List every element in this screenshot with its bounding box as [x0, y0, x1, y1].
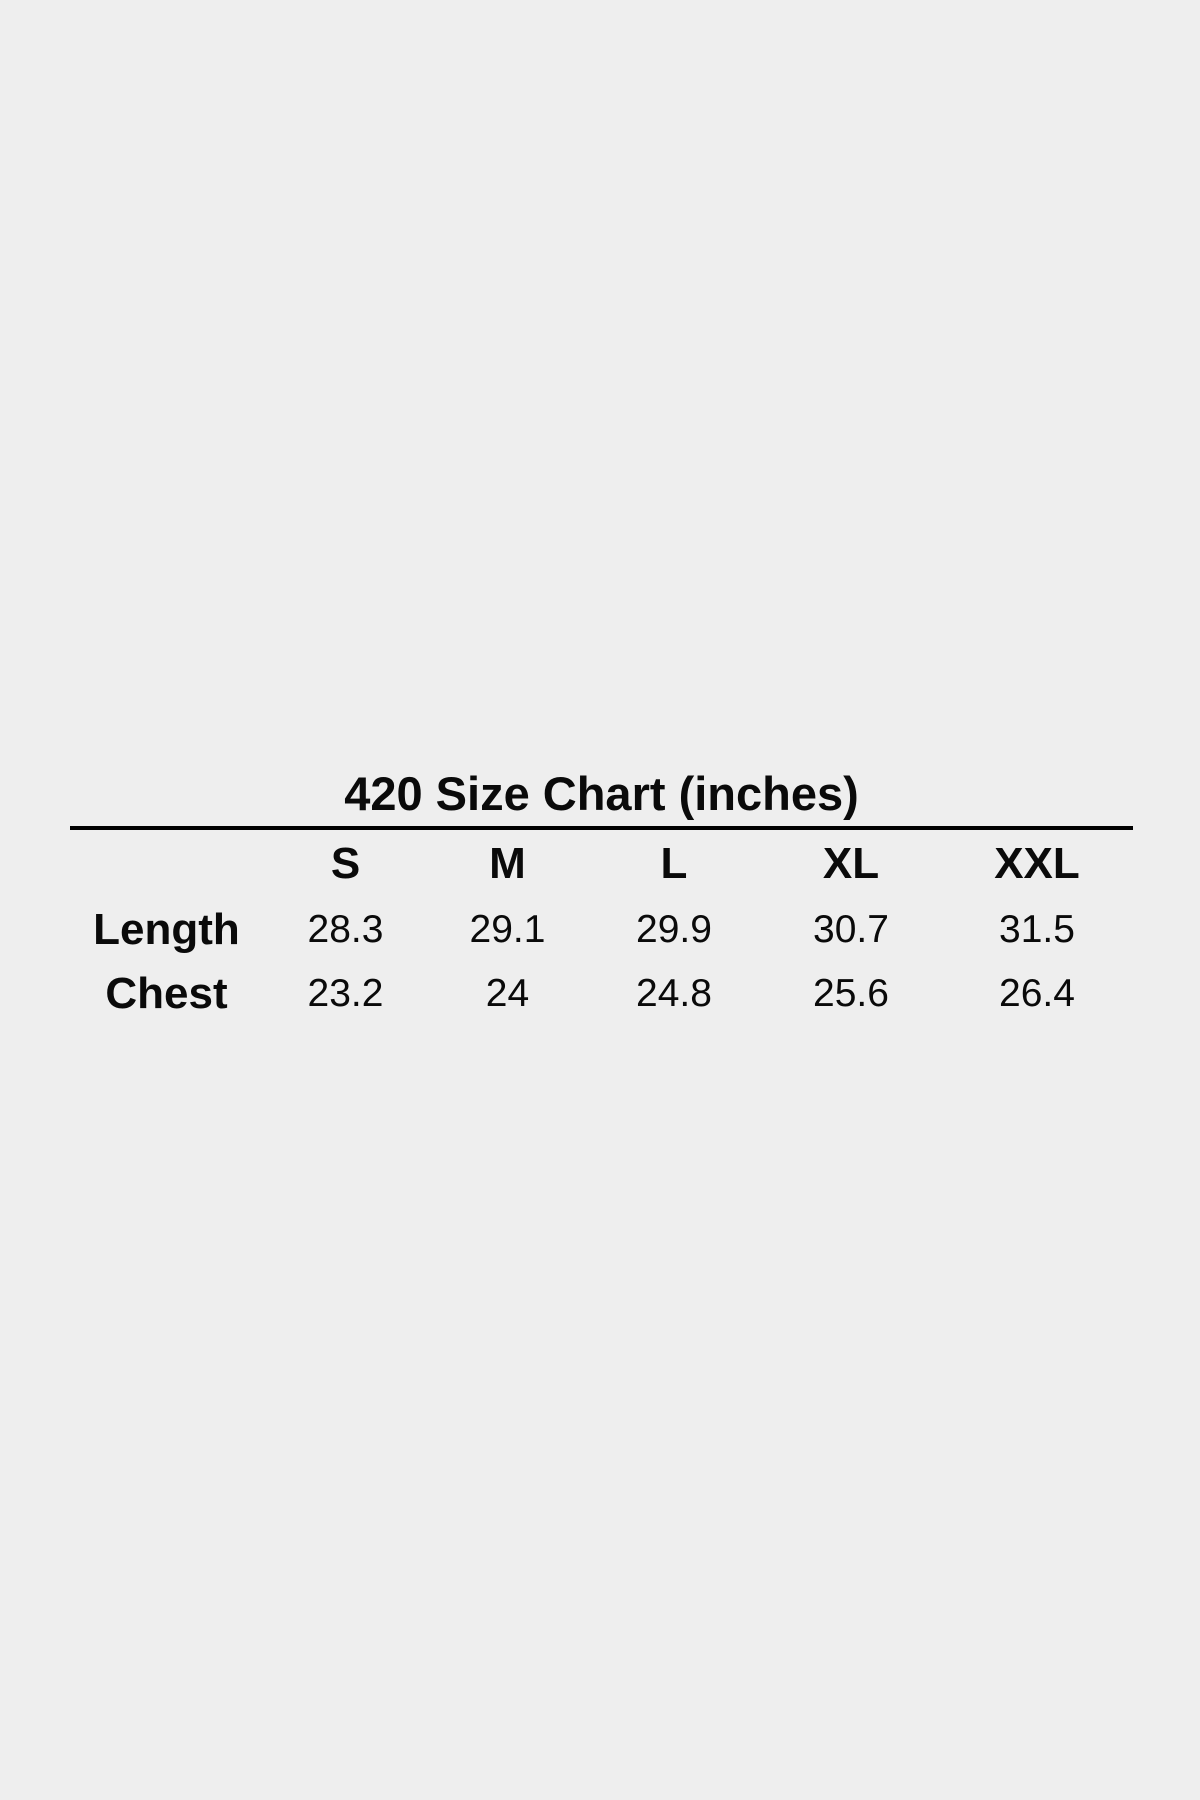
column-header-m: M [489, 839, 526, 888]
length-value-xl: 30.7 [813, 908, 889, 951]
chest-value-s: 23.2 [307, 972, 384, 1015]
size-chart-title: 420 Size Chart (inches) [70, 768, 1133, 830]
row-label-chest: Chest [105, 969, 228, 1018]
chest-value-l: 24.8 [636, 972, 712, 1015]
column-header-xxl: XXL [994, 839, 1080, 888]
size-chart: 420 Size Chart (inches) S M L XL XXL Len… [70, 768, 1133, 1026]
size-chart-table: S M L XL XXL Length 28.3 29.1 29.9 30.7 … [70, 830, 1133, 1026]
column-header-s: S [330, 839, 361, 888]
chest-value-xxl: 26.4 [999, 972, 1075, 1015]
length-value-m: 29.1 [469, 908, 546, 951]
row-label-length: Length [93, 905, 240, 954]
column-header-l: L [660, 839, 688, 888]
table-row-length: Length 28.3 29.1 29.9 30.7 31.5 [70, 898, 1133, 962]
length-value-s: 28.3 [307, 908, 384, 951]
chest-value-xl: 25.6 [813, 972, 889, 1015]
length-value-xxl: 31.5 [999, 908, 1075, 951]
chest-value-m: 24 [485, 972, 530, 1015]
corner-cell [70, 830, 263, 898]
table-row-chest: Chest 23.2 24 24.8 25.6 26.4 [70, 962, 1133, 1026]
length-value-l: 29.9 [636, 908, 712, 951]
column-header-xl: XL [822, 839, 880, 888]
size-header-row: S M L XL XXL [70, 830, 1133, 898]
